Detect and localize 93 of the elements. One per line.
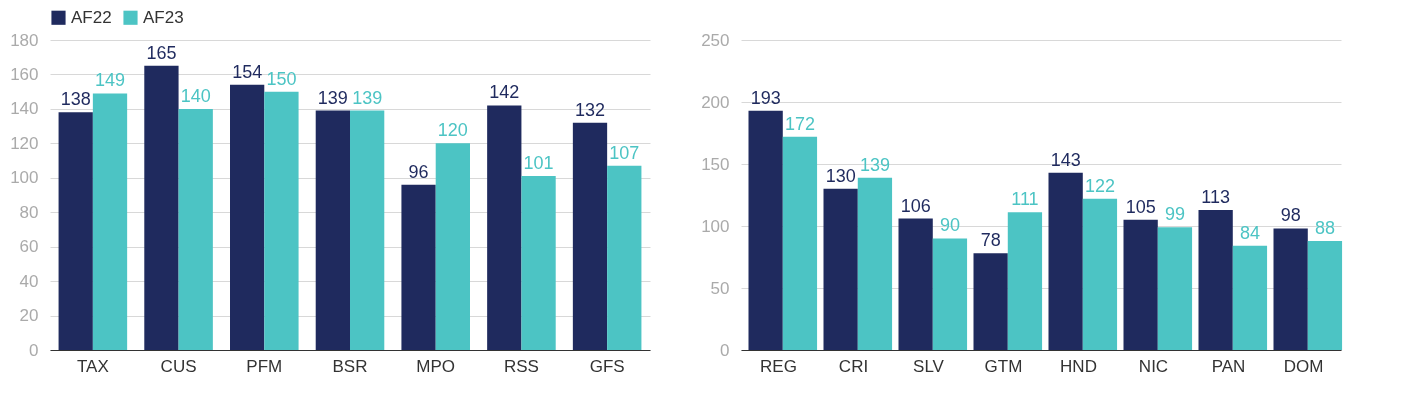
- bar: [1082, 198, 1118, 350]
- data-label: 149: [94, 70, 126, 91]
- x-tick-label: BSR: [332, 356, 368, 376]
- bar: [92, 93, 128, 350]
- bar: [898, 218, 933, 350]
- x-tick-label: TAX: [76, 356, 109, 376]
- bar: [1048, 172, 1083, 350]
- data-label: 84: [1239, 222, 1260, 243]
- bar: [748, 110, 783, 350]
- bar: [1232, 245, 1268, 350]
- data-label: 139: [317, 87, 348, 108]
- y-tick-label: 40: [19, 271, 39, 291]
- bar: [58, 112, 93, 350]
- data-label: 154: [232, 61, 263, 82]
- data-label: 78: [980, 230, 1001, 251]
- data-label: 193: [750, 87, 781, 108]
- x-tick-label: PAN: [1211, 356, 1246, 376]
- data-label: 96: [408, 161, 429, 182]
- bar: [178, 108, 213, 350]
- x-tick-label: HND: [1060, 356, 1097, 376]
- data-label: 172: [784, 113, 815, 134]
- data-label: 101: [523, 153, 554, 174]
- x-tick-label: PFM: [246, 356, 283, 376]
- data-label: 139: [352, 87, 383, 108]
- data-label: 139: [859, 154, 890, 175]
- data-label: 122: [1084, 175, 1115, 196]
- bar: [350, 110, 385, 350]
- y-tick-label: 200: [701, 92, 730, 112]
- data-label: 111: [1011, 189, 1039, 210]
- data-label: 105: [1125, 196, 1156, 217]
- data-label: 132: [574, 99, 606, 120]
- legend-label: AF22: [71, 7, 112, 27]
- data-label: 99: [1164, 204, 1185, 225]
- bar: [230, 84, 265, 350]
- bar: [315, 110, 350, 350]
- data-label: 130: [825, 165, 856, 186]
- data-label: 138: [60, 89, 91, 110]
- x-tick-label: GTM: [984, 356, 1023, 376]
- y-tick-label: 0: [29, 340, 39, 360]
- bar: [1307, 240, 1343, 350]
- bar: [1273, 228, 1308, 350]
- x-tick-label: MPO: [416, 356, 456, 376]
- y-tick-label: 20: [19, 306, 39, 326]
- data-label: 106: [900, 195, 931, 216]
- x-tick-label: CRI: [838, 356, 869, 376]
- bar: [1157, 227, 1193, 350]
- bar: [435, 143, 470, 350]
- data-label: 90: [939, 215, 960, 236]
- y-tick-label: 50: [710, 278, 730, 298]
- bar: [932, 238, 968, 350]
- bar: [973, 253, 1008, 350]
- legend-label: AF23: [143, 7, 184, 27]
- y-tick-label: 250: [701, 30, 730, 50]
- bar: [782, 136, 818, 350]
- bar: [572, 122, 608, 350]
- bar: [144, 65, 179, 350]
- bar: [521, 176, 556, 350]
- data-label: 98: [1280, 205, 1301, 226]
- data-label: 140: [180, 85, 211, 106]
- bar: [1198, 209, 1233, 350]
- bar: [487, 105, 522, 350]
- x-tick-label: NIC: [1138, 356, 1169, 376]
- y-tick-label: 160: [10, 64, 39, 84]
- data-label: 142: [489, 82, 520, 103]
- y-tick-label: 60: [19, 237, 39, 257]
- data-label: 143: [1050, 149, 1081, 170]
- y-tick-label: 100: [10, 168, 39, 188]
- y-tick-label: 180: [10, 30, 39, 50]
- bar: [1123, 219, 1158, 350]
- x-tick-label: RSS: [503, 356, 539, 376]
- x-tick-label: GFS: [589, 356, 625, 376]
- data-label: 165: [146, 42, 177, 63]
- bar: [857, 177, 893, 350]
- bar: [264, 91, 299, 350]
- y-tick-label: 100: [701, 216, 730, 236]
- x-tick-label: REG: [760, 356, 797, 376]
- data-label: 88: [1314, 217, 1335, 238]
- data-label: 107: [609, 142, 640, 163]
- x-tick-label: CUS: [160, 356, 197, 376]
- y-tick-label: 80: [19, 202, 39, 222]
- bar: [401, 184, 436, 350]
- data-label: 113: [1201, 186, 1230, 207]
- bar: [1007, 212, 1043, 350]
- y-tick-label: 0: [720, 340, 730, 360]
- data-label: 120: [437, 120, 468, 141]
- y-tick-label: 120: [10, 133, 39, 153]
- bar: [823, 188, 858, 350]
- bar: [607, 165, 642, 350]
- y-tick-label: 150: [701, 154, 730, 174]
- x-tick-label: DOM: [1283, 356, 1324, 376]
- y-tick-label: 140: [10, 99, 39, 119]
- data-label: 150: [266, 68, 297, 89]
- x-tick-label: SLV: [913, 356, 945, 376]
